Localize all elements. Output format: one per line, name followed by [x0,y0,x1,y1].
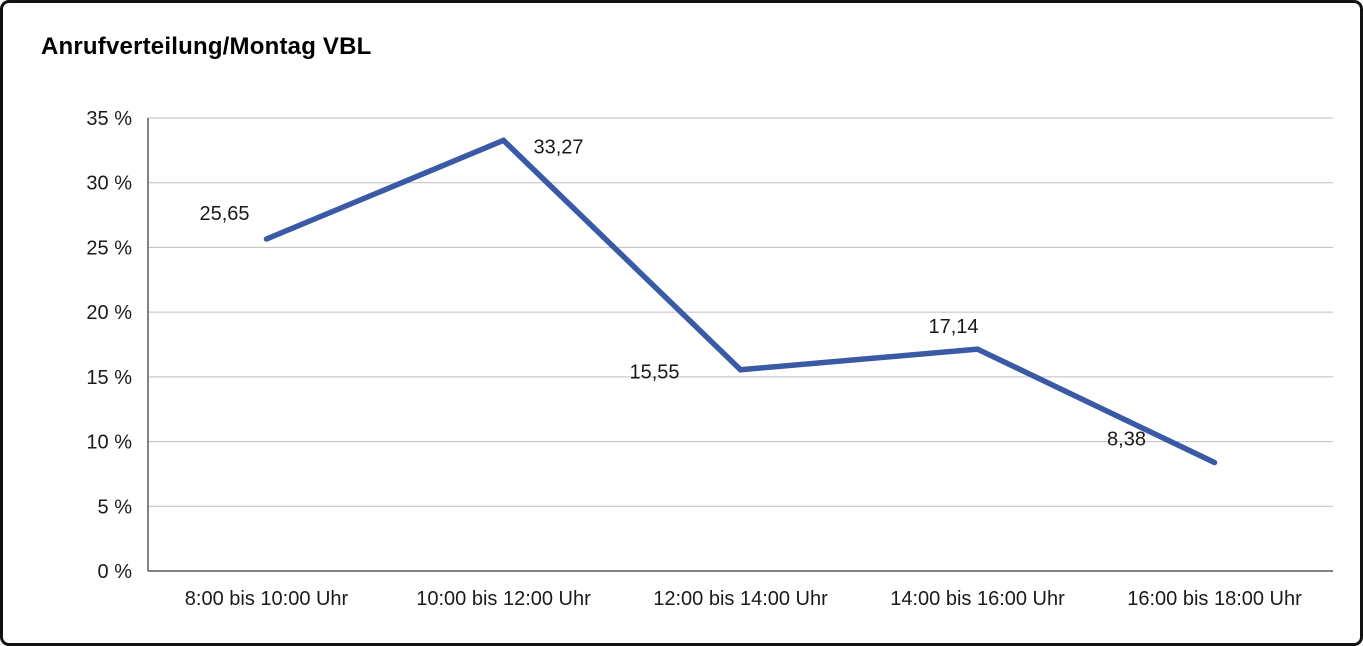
data-point-label: 17,14 [928,316,978,338]
line-chart: 0 % 5 % 10 % 15 % 20 % 25 % 30 % 35 % 8:00 bis 1… [86,108,1333,610]
y-axis-tick-label: 10 % [86,432,132,454]
x-axis-tick-label: 8:00 bis 10:00 Uhr [185,588,349,610]
x-axis-tick-label: 16:00 bis 18:00 Uhr [1127,588,1302,610]
line-series [263,137,1218,466]
y-axis-tick-label: 25 % [86,237,132,259]
y-axis-tick-label: 35 % [86,108,132,130]
x-axis-tick-label: 12:00 bis 14:00 Uhr [653,588,828,610]
data-point-label: 15,55 [629,362,679,384]
data-point-label: 25,65 [199,203,249,225]
x-axis-tick-label: 14:00 bis 16:00 Uhr [890,588,1065,610]
y-axis-tick-label: 20 % [86,302,132,324]
y-axis-tick-label: 30 % [86,173,132,195]
x-axis-tick-label: 10:00 bis 12:00 Uhr [416,588,591,610]
chart-title: Anrufverteilung/Montag VBL [41,33,372,60]
y-axis-tick-label: 5 % [98,496,133,518]
y-axis-tick-label: 0 % [98,561,133,583]
data-point-label: 8,38 [1107,429,1146,451]
y-axis-tick-label: 15 % [86,367,132,389]
data-point-label: 33,27 [533,136,583,158]
